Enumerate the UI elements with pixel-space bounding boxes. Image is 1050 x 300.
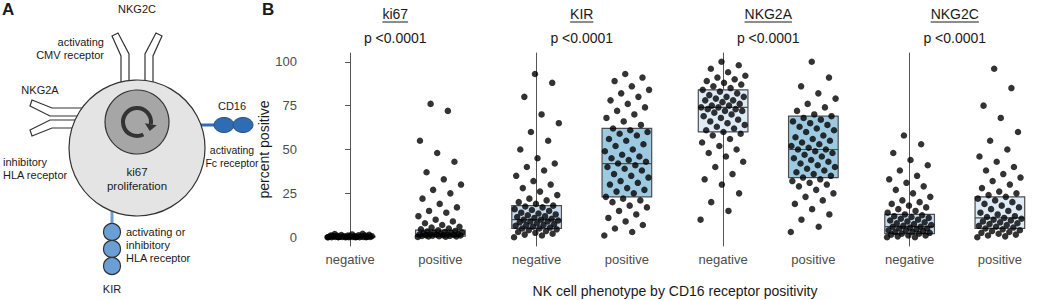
svg-text:activating: activating — [58, 36, 104, 48]
svg-text:B: B — [262, 0, 274, 19]
svg-text:KIR: KIR — [103, 283, 121, 295]
svg-text:inhibitory: inhibitory — [3, 156, 48, 168]
svg-text:NKG2A: NKG2A — [745, 6, 793, 22]
svg-text:HLA receptor: HLA receptor — [126, 252, 191, 264]
svg-text:positive: positive — [978, 252, 1022, 267]
svg-text:p <0.0001: p <0.0001 — [364, 30, 427, 46]
svg-text:ki67: ki67 — [382, 6, 408, 22]
svg-text:positive: positive — [418, 252, 462, 267]
svg-text:proliferation: proliferation — [107, 180, 167, 192]
svg-text:NKG2C: NKG2C — [118, 3, 156, 15]
svg-text:negative: negative — [699, 252, 748, 267]
svg-text:NK cell phenotype by CD16 rece: NK cell phenotype by CD16 receptor posit… — [533, 283, 818, 299]
svg-text:inhibitory: inhibitory — [126, 239, 171, 251]
svg-text:ki67: ki67 — [126, 166, 147, 178]
svg-text:100: 100 — [275, 54, 297, 69]
svg-text:p <0.0001: p <0.0001 — [923, 30, 986, 46]
svg-text:negative: negative — [326, 252, 375, 267]
svg-text:CD16: CD16 — [218, 100, 246, 112]
svg-text:p <0.0001: p <0.0001 — [550, 30, 613, 46]
svg-text:25: 25 — [283, 186, 297, 201]
svg-text:KIR: KIR — [570, 6, 593, 22]
svg-text:NKG2A: NKG2A — [21, 84, 59, 96]
svg-text:CMV receptor: CMV receptor — [36, 49, 104, 61]
svg-text:negative: negative — [512, 252, 561, 267]
svg-text:HLA receptor: HLA receptor — [3, 169, 68, 181]
svg-text:positive: positive — [791, 252, 835, 267]
svg-text:positive: positive — [605, 252, 649, 267]
svg-text:NKG2C: NKG2C — [931, 6, 979, 22]
svg-text:percent positive: percent positive — [256, 100, 272, 198]
svg-text:0: 0 — [290, 230, 297, 245]
svg-text:p <0.0001: p <0.0001 — [737, 30, 800, 46]
svg-text:A: A — [2, 0, 14, 19]
svg-text:negative: negative — [885, 252, 934, 267]
svg-text:activating or: activating or — [126, 226, 186, 238]
svg-text:activating: activating — [210, 144, 255, 156]
svg-text:Fc receptor: Fc receptor — [205, 157, 259, 169]
svg-text:75: 75 — [283, 98, 297, 113]
svg-text:50: 50 — [283, 142, 297, 157]
